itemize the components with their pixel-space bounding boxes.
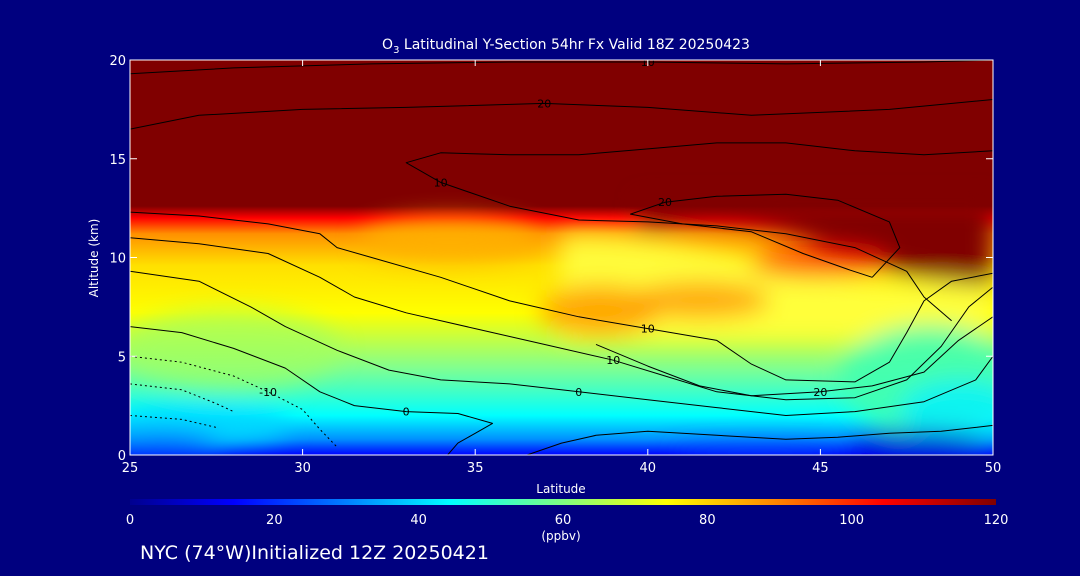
contour-line	[130, 270, 993, 416]
red-band-right	[750, 248, 890, 276]
contour-label: 10	[641, 323, 655, 336]
contour-label: 20	[658, 196, 672, 209]
contour-label: 20	[537, 97, 551, 110]
contour-line	[595, 316, 993, 397]
x-tick-label: 40	[640, 461, 657, 476]
contour-line	[130, 60, 993, 75]
contour-label: -10	[259, 386, 277, 399]
y-tick-label: 10	[109, 252, 126, 267]
colorbar-tick-label: 80	[699, 513, 716, 528]
colorbar-tick-label: 60	[555, 513, 572, 528]
y-tick-label: 15	[109, 153, 126, 168]
green-left-lower	[130, 310, 340, 390]
blue-surface-mid	[670, 444, 850, 455]
y-tick-label: 20	[109, 54, 126, 69]
contour-line	[130, 237, 993, 401]
contour-line	[130, 99, 993, 130]
colorbar	[130, 499, 996, 505]
colorbar-tick-label: 120	[984, 513, 1009, 528]
contour-line	[130, 415, 217, 428]
title-subscript: 3	[393, 45, 399, 56]
x-axis-label: Latitude	[536, 482, 585, 496]
blue-surface-right	[850, 431, 990, 455]
contour-line	[405, 142, 993, 322]
orange-blob-left	[360, 218, 540, 262]
contour-line	[130, 326, 493, 455]
x-tick-label: 45	[812, 461, 829, 476]
contour-label: 10	[434, 176, 448, 189]
contour-line	[630, 193, 901, 278]
y-tick-label: 5	[118, 350, 126, 365]
colorbar-unit-label: (ppbv)	[541, 529, 580, 543]
title-species: O	[382, 37, 393, 53]
colorbar-tick-label: 100	[839, 513, 864, 528]
y-axis-label: Altitude (km)	[87, 219, 101, 298]
chart-title: O3 Latitudinal Y-Section 54hr Fx Valid 1…	[382, 37, 750, 56]
ozone-field-features	[130, 200, 993, 455]
colorbar-tick-label: 40	[410, 513, 427, 528]
x-tick-label: 30	[294, 461, 311, 476]
contour-label: 20	[813, 386, 827, 399]
contour-line	[526, 424, 993, 455]
colorbar-tick-label: 20	[266, 513, 283, 528]
contour-label: 0	[575, 386, 582, 399]
contour-line	[130, 383, 234, 413]
stratosphere-intrusion	[640, 200, 993, 285]
orange-blob-center	[540, 285, 660, 335]
colorbar-tick-label: 0	[126, 513, 134, 528]
x-tick-label: 25	[122, 461, 139, 476]
x-tick-label: 35	[467, 461, 484, 476]
y-axis-ticks: 0 5 10 15 20	[109, 54, 993, 464]
cyan-bulge-right	[900, 380, 993, 440]
orange-band-right	[630, 282, 770, 318]
footer-location-init: NYC (74°W)Initialized 12Z 20250421	[140, 542, 489, 564]
contour-line	[130, 211, 993, 383]
x-tick-label: 50	[985, 461, 1002, 476]
contour-label: 0	[403, 406, 410, 419]
colorbar-ticks: 0 20 40 60 80 100 120	[126, 513, 1009, 528]
title-rest: Latitudinal Y-Section 54hr Fx Valid 18Z …	[399, 37, 750, 53]
blue-surface-left	[130, 434, 220, 455]
x-axis-ticks: 25 30 35 40 45 50	[122, 60, 1002, 476]
y-tick-label: 0	[118, 449, 126, 464]
contour-label: 10	[606, 354, 620, 367]
